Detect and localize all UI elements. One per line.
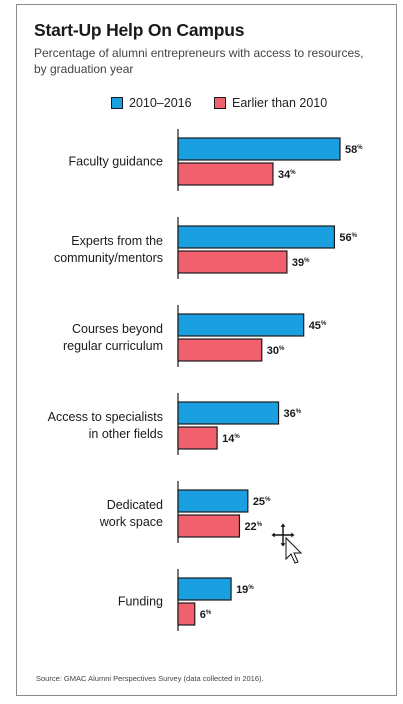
value-label-recent-6: 19% xyxy=(236,584,254,596)
bar-group-2: Experts from the community/mentors 56% 39% xyxy=(54,217,358,279)
value-label-recent-5: 25% xyxy=(253,496,271,508)
category-label-3-line-2: regular curriculum xyxy=(63,339,163,353)
category-label-2-line-1: Experts from the xyxy=(71,234,163,248)
legend-item-series-2: Earlier than 2010 xyxy=(214,96,327,110)
legend-label-series-1: 2010–2016 xyxy=(129,96,192,110)
bar-recent-6 xyxy=(177,577,232,601)
category-label-1: Faculty guidance xyxy=(68,155,163,169)
bar-group-3: Courses beyond regular curriculum 45% 30% xyxy=(63,305,327,367)
value-label-earlier-1: 34% xyxy=(278,169,296,181)
value-label-recent-3: 45% xyxy=(309,320,327,332)
bar-earlier-6 xyxy=(177,602,196,626)
value-label-recent-1: 58% xyxy=(345,144,363,156)
bar-recent-2 xyxy=(177,225,336,249)
value-label-earlier-6: 6% xyxy=(200,609,212,621)
chart-subtitle: Percentage of alumni entrepreneurs with … xyxy=(34,46,364,76)
category-label-4-line-2: in other fields xyxy=(89,427,163,441)
legend-label-series-2: Earlier than 2010 xyxy=(232,96,328,110)
bar-recent-4 xyxy=(177,401,280,425)
legend-swatch-series-1 xyxy=(111,97,123,109)
category-label-2-line-2: community/mentors xyxy=(54,251,163,265)
value-label-earlier-4: 14% xyxy=(222,433,240,445)
category-label-4-line-1: Access to specialists xyxy=(48,410,163,424)
chart-title: Start-Up Help On Campus xyxy=(34,20,245,40)
category-label-5-line-2: work space xyxy=(99,515,163,529)
bar-earlier-1 xyxy=(177,162,274,186)
bar-earlier-5 xyxy=(177,514,241,538)
value-label-earlier-3: 30% xyxy=(267,345,285,357)
category-label-3-line-1: Courses beyond xyxy=(72,322,163,336)
value-label-recent-2: 56% xyxy=(339,232,357,244)
source-note: Source: GMAC Alumni Perspectives Survey … xyxy=(36,674,264,683)
value-label-earlier-5: 22% xyxy=(244,521,262,533)
value-label-earlier-2: 39% xyxy=(292,257,310,269)
legend: 2010–2016 Earlier than 2010 xyxy=(0,96,403,112)
category-label-6: Funding xyxy=(118,595,163,609)
value-label-recent-4: 36% xyxy=(284,408,302,420)
bar-recent-1 xyxy=(177,137,341,161)
bar-recent-3 xyxy=(177,313,305,337)
bar-earlier-3 xyxy=(177,338,263,362)
bar-earlier-4 xyxy=(177,426,218,450)
bar-group-4: Access to specialists in other fields 36% 1… xyxy=(48,393,302,455)
category-label-5-line-1: Dedicated xyxy=(107,498,163,512)
bar-earlier-2 xyxy=(177,250,288,274)
bar-group-1: Faculty guidance 58% 34% xyxy=(68,129,363,191)
bar-group-6: Funding 19% 6% xyxy=(118,569,254,631)
bar-recent-5 xyxy=(177,489,249,513)
legend-item-series-1: 2010–2016 xyxy=(111,96,192,110)
move-cursor-icon xyxy=(270,522,303,564)
bar-group-5: Dedicated work space 25% 22% xyxy=(99,481,271,543)
legend-swatch-series-2 xyxy=(214,97,226,109)
